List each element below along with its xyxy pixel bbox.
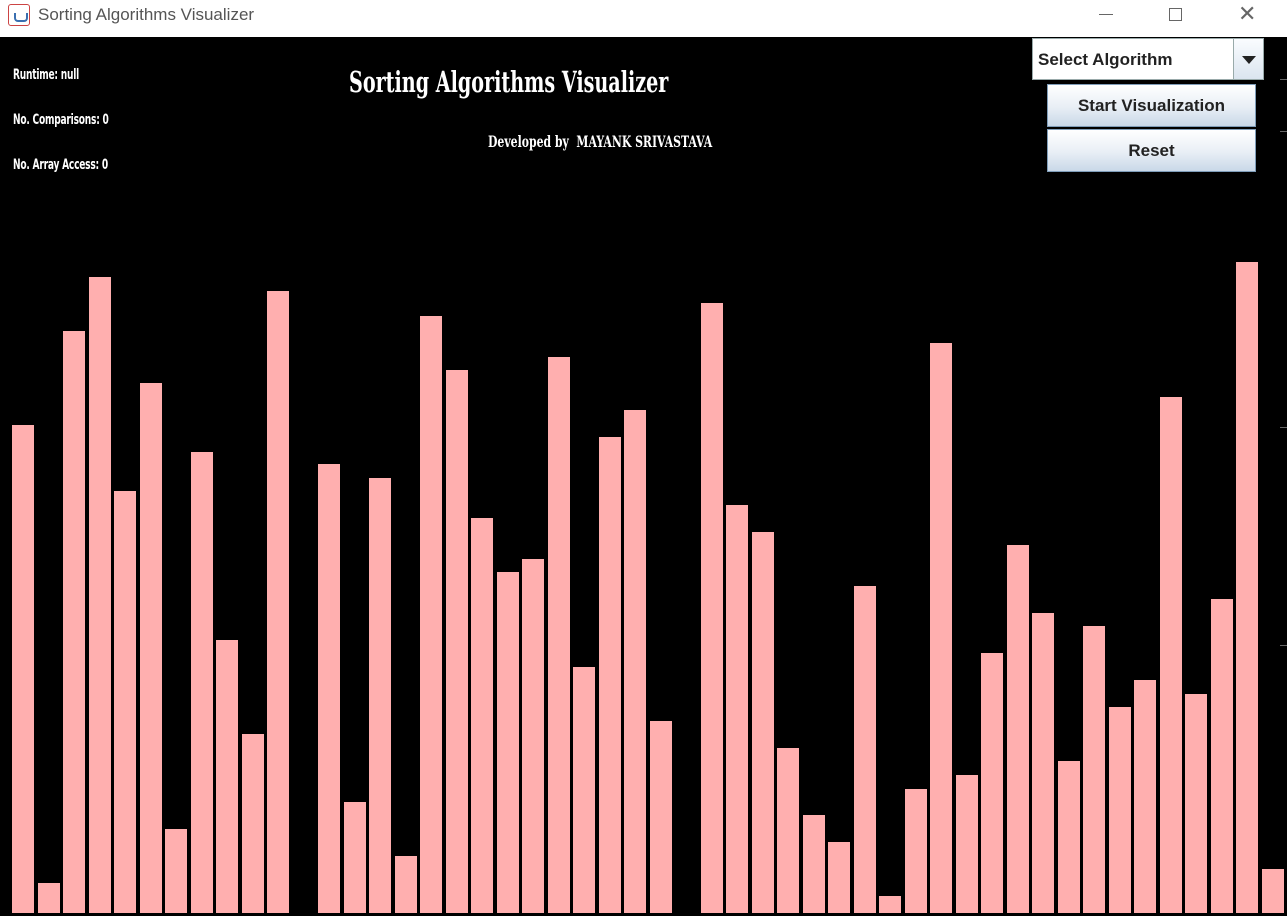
array-bar [879, 896, 901, 913]
array-bar [1083, 626, 1105, 913]
array-bar [1007, 545, 1029, 913]
algorithm-select-value: Select Algorithm [1038, 50, 1173, 69]
algorithm-select[interactable]: Select Algorithm [1032, 38, 1264, 80]
window-title: Sorting Algorithms Visualizer [38, 5, 255, 24]
comparisons-label: No. Comparisons: 0 [13, 112, 109, 128]
array-bar [1032, 613, 1054, 913]
array-bar [420, 316, 442, 913]
array-bar [216, 640, 238, 913]
array-access-label: No. Array Access: 0 [13, 157, 108, 173]
maximize-button[interactable] [1141, 0, 1211, 31]
array-bar [471, 518, 493, 913]
array-bar [267, 291, 289, 913]
array-bar [956, 775, 978, 913]
close-icon: ✕ [1238, 2, 1257, 27]
array-bar [89, 277, 111, 913]
array-bar [1134, 680, 1156, 913]
array-bar [1058, 761, 1080, 913]
array-bar [114, 491, 136, 913]
edge-tick [1280, 427, 1287, 428]
array-bar [548, 357, 570, 913]
array-bar [318, 464, 340, 913]
array-bar [624, 410, 646, 913]
array-bar [38, 883, 60, 913]
minimize-button[interactable] [1071, 0, 1141, 31]
array-bar [828, 842, 850, 913]
array-bar [981, 653, 1003, 913]
array-bar [854, 586, 876, 913]
start-visualization-button[interactable]: Start Visualization [1047, 84, 1256, 127]
array-bar [344, 802, 366, 913]
array-bar [369, 478, 391, 913]
reset-button[interactable]: Reset [1047, 129, 1256, 172]
array-bar [726, 505, 748, 913]
array-bar [63, 331, 85, 913]
array-bar [1109, 707, 1131, 913]
edge-tick [1280, 79, 1287, 80]
java-app-icon [8, 4, 30, 26]
array-bar [701, 303, 723, 913]
array-bar [1160, 397, 1182, 913]
array-bar [905, 789, 927, 913]
array-bar [12, 425, 34, 913]
array-bar [1236, 262, 1258, 913]
edge-tick [1280, 645, 1287, 646]
array-bar [242, 734, 264, 913]
array-bar [1185, 694, 1207, 913]
array-bar [395, 856, 417, 913]
developer-credit: Developed by MAYANK SRIVASTAVA [488, 132, 713, 151]
array-bar [752, 532, 774, 913]
page-title: Sorting Algorithms Visualizer [349, 65, 669, 99]
array-bar [803, 815, 825, 913]
array-bar [1262, 869, 1284, 913]
array-bar [930, 343, 952, 913]
visualizer-canvas: Runtime: null No. Comparisons: 0 No. Arr… [0, 37, 1287, 916]
array-bar [191, 452, 213, 913]
array-bar [165, 829, 187, 913]
array-bar [522, 559, 544, 913]
array-bar [777, 748, 799, 913]
minimize-icon [1099, 14, 1113, 15]
array-bar [599, 437, 621, 913]
array-bar [1211, 599, 1233, 913]
array-bar [446, 370, 468, 913]
maximize-icon [1169, 8, 1182, 21]
dropdown-arrow-icon[interactable] [1233, 39, 1263, 79]
close-button[interactable]: ✕ [1211, 0, 1281, 31]
array-bar [650, 721, 672, 913]
runtime-label: Runtime: null [13, 67, 80, 83]
title-bar: Sorting Algorithms Visualizer ✕ [0, 0, 1287, 31]
array-bar [140, 383, 162, 913]
array-bar [573, 667, 595, 913]
edge-tick [1280, 131, 1287, 132]
array-bar [497, 572, 519, 913]
